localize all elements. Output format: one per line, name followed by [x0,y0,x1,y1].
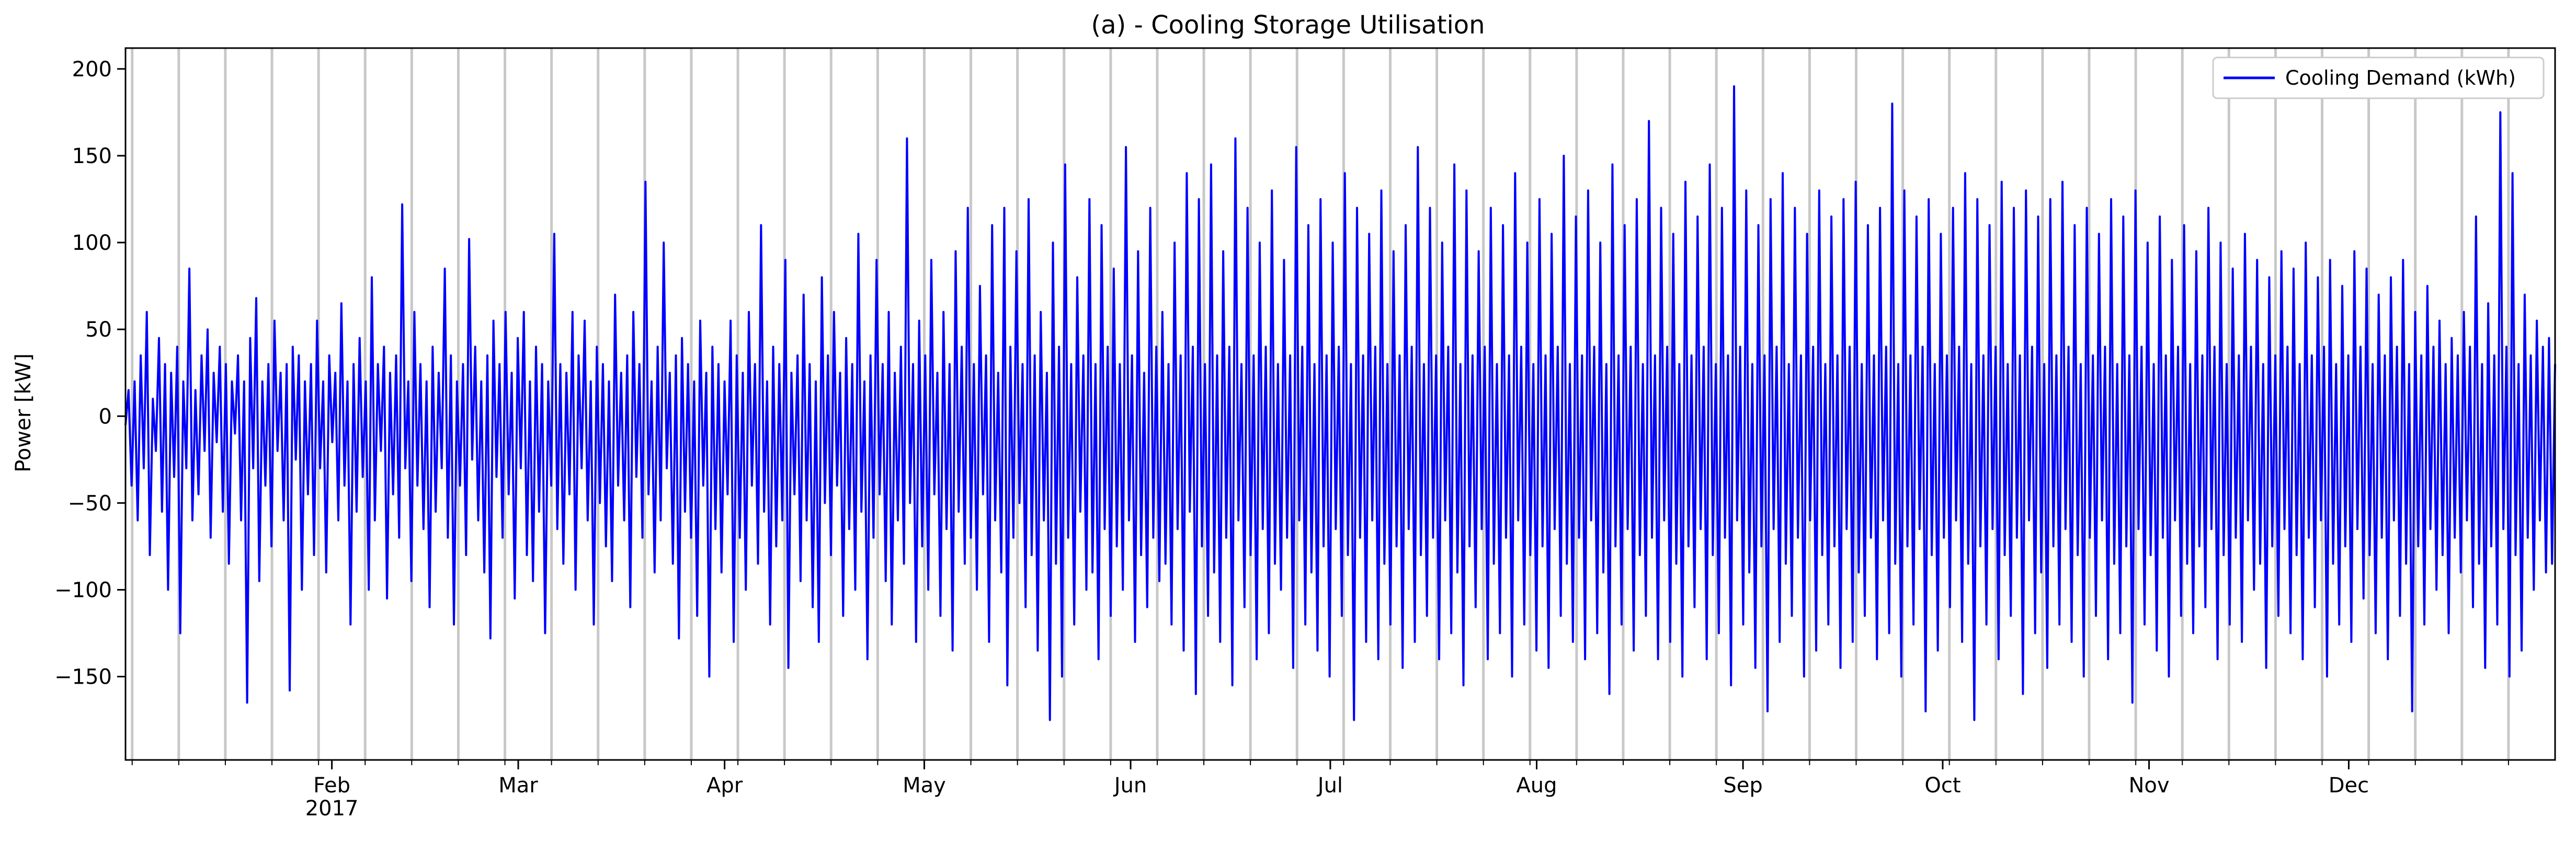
y-tick-label: 0 [99,405,112,429]
y-tick-label: −100 [54,578,112,602]
x-tick-label: Jul [1316,774,1343,798]
x-tick-label: Dec [2329,774,2369,798]
x-tick-sublabel: 2017 [305,797,359,821]
legend-label-cooling-demand: Cooling Demand (kWh) [2285,66,2516,89]
series-layer [124,85,2556,721]
y-tick-label: 100 [72,231,112,255]
x-tick-label: Feb [313,774,350,798]
y-tick-label: 150 [72,144,112,168]
y-axis: −150 −100 −50 0 50 100 150 200 [54,57,126,689]
x-tick-label: May [903,774,946,798]
x-tick-label: Sep [1723,774,1762,798]
x-tick-label: Oct [1924,774,1961,798]
y-axis-title: Power [kW] [12,353,36,472]
legend-box [2212,56,2545,99]
legend: Cooling Demand (kWh) [2212,56,2545,99]
plot-frame [124,47,2556,761]
series-line-0 [124,85,2556,721]
x-tick-label: Apr [706,774,743,798]
x-tick-label: Jun [1113,774,1147,798]
x-tick-label: Nov [2129,774,2170,798]
x-tick-label: Aug [1516,774,1557,798]
y-tick-label: −50 [68,491,112,515]
y-tick-label: 50 [85,318,112,342]
chart-title: (a) - Cooling Storage Utilisation [1091,10,1485,40]
x-tick-label: Mar [498,774,538,798]
y-tick-label: 200 [72,57,112,82]
y-tick-label: −150 [54,665,112,689]
